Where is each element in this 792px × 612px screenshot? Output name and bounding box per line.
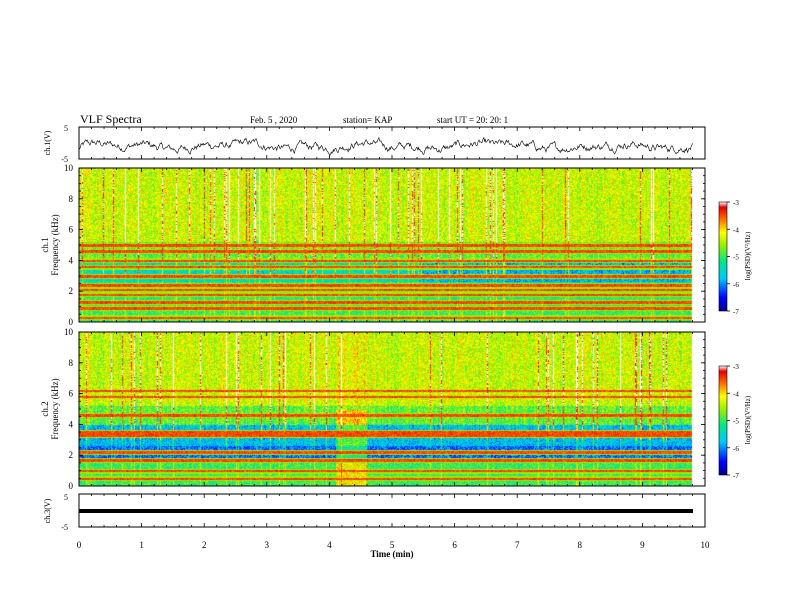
ch1-colorbar-tick-label: -7	[733, 308, 739, 316]
ch2-colorbar-label: log(PSD)(V²/Hz)	[744, 395, 752, 444]
ch2-spectrogram-image	[79, 332, 705, 486]
ch2-spec-ytick-label: 0	[69, 481, 74, 491]
ch1-spec-ytick-label: 10	[64, 163, 74, 173]
ch2-spectrogram-panel: 0 2 4 6 8 10 ch.2 Frequency (kHz)	[40, 327, 706, 491]
ch2-spec-ylabel-1: ch.2	[40, 401, 50, 416]
ch1-ytick-bottom: -5	[61, 155, 68, 164]
ch3-ytick-bottom: -5	[61, 523, 68, 532]
ch1-spec-ylabel-1: ch.1	[40, 237, 50, 252]
ch1-spec-ytick-label: 0	[69, 317, 74, 327]
x-axis: 0 1 2 3 4 5 6 7 8 9 10	[77, 540, 710, 550]
ch2-spec-ytick-label: 2	[69, 450, 74, 460]
x-tick-label: 1	[139, 540, 144, 550]
ch1-spec-ytick-label: 2	[69, 286, 74, 296]
ch1-spec-ytick-label: 6	[69, 225, 74, 235]
x-tick-label: 9	[640, 540, 645, 550]
x-tick-label: 10	[701, 540, 711, 550]
x-tick-label: 0	[77, 540, 82, 550]
x-tick-label: 7	[515, 540, 520, 550]
start-ut-label: start UT = 20: 20: 1	[437, 115, 508, 125]
ch2-colorbar-tick-label: -6	[733, 445, 739, 453]
ch1-spectrogram-panel: 0 2 4 6 8 10 ch.1 Frequency (kHz)	[40, 163, 706, 327]
ch2-spec-ytick-label: 8	[69, 358, 74, 368]
ch2-spec-ytick-label: 10	[64, 327, 74, 337]
ch2-spec-ytick-label: 4	[69, 419, 74, 429]
x-tick-label: 3	[265, 540, 270, 550]
ch1-spec-ylabel-2: Frequency (kHz)	[50, 214, 60, 275]
ch1-spectrogram-image	[79, 168, 705, 322]
date-label: Feb. 5 , 2020	[250, 115, 298, 125]
x-tick-label: 6	[452, 540, 457, 550]
ch1-colorbar-tick-label: -4	[733, 226, 739, 234]
ch2-colorbar-tick-label: -3	[733, 363, 739, 371]
x-tick-label: 5	[390, 540, 395, 550]
ch1-colorbar-label: log(PSD)(V²/Hz)	[744, 231, 752, 280]
ch1-spec-ytick-label: 8	[69, 194, 74, 204]
ch1-colorbar-tick-label: -5	[733, 254, 739, 262]
ch2-colorbar: -3 -4 -5 -6 -7 log(PSD)(V²/Hz)	[718, 363, 752, 480]
station-label: station= KAP	[343, 115, 392, 125]
ch1-waveform-line	[78, 136, 693, 156]
ch2-colorbar-tick-label: -7	[733, 472, 739, 480]
ch1-waveform-frame	[78, 126, 706, 160]
ch3-ytick-top: 5	[64, 493, 68, 502]
ch1-waveform-ylabel: ch.1(V)	[43, 130, 52, 155]
x-tick-label: 2	[202, 540, 207, 550]
ch1-ytick-top: 5	[64, 124, 68, 133]
ch1-colorbar-tick-label: -6	[733, 281, 739, 289]
x-axis-label: Time (min)	[370, 549, 413, 559]
ch2-colorbar-gradient	[718, 365, 728, 476]
ch1-colorbar-tick-label: -3	[733, 199, 739, 207]
ch1-colorbar: -3 -4 -5 -6 -7 log(PSD)(V²/Hz)	[718, 199, 752, 316]
ch1-colorbar-gradient	[718, 201, 728, 312]
x-tick-label: 8	[578, 540, 583, 550]
ch3-waveform-ylabel: ch.3(V)	[43, 498, 52, 523]
ch1-waveform-panel: 5 -5 ch.1(V)	[43, 124, 706, 164]
figure-title: VLF Spectra	[80, 112, 142, 126]
ch2-spec-ytick-label: 6	[69, 389, 74, 399]
ch3-waveform-panel: 5 -5 ch.3(V)	[43, 493, 706, 532]
ch2-colorbar-tick-label: -4	[733, 390, 739, 398]
ch1-spec-ytick-label: 4	[69, 255, 74, 265]
ch2-colorbar-tick-label: -5	[733, 418, 739, 426]
ch2-spec-ylabel-2: Frequency (kHz)	[50, 378, 60, 439]
x-tick-label: 4	[327, 540, 332, 550]
